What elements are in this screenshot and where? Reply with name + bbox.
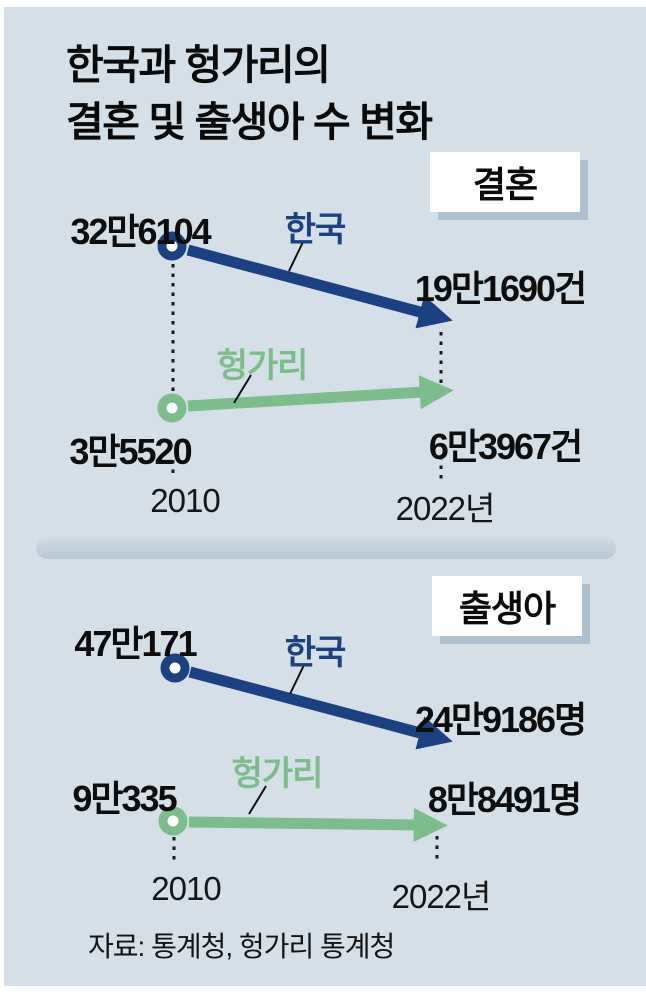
marriage-x-end-label: 2022년	[395, 490, 496, 527]
births-x-start-label: 2010	[151, 870, 221, 907]
hungary-births-2010-value: 9만335	[72, 778, 177, 819]
korea-births-leader-line	[289, 664, 305, 695]
hungary-marriage-leader-line	[233, 374, 252, 404]
korea-marriage-start-point	[157, 231, 187, 261]
section-divider	[36, 537, 616, 559]
korea-marriage-2010-value: 32만6104	[70, 211, 211, 252]
badge-marriage: 결혼	[430, 152, 580, 212]
hungary-marriage-2010-value: 3만5520	[69, 431, 192, 472]
hungary-marriage-2022-value: 6만3967건	[428, 426, 583, 467]
hungary-marriage-start-point	[157, 393, 187, 423]
chart-panel: 한국과 헝가리의 결혼 및 출생아 수 변화 결혼 32만6104 한국 19만…	[4, 7, 646, 986]
korea-births-arrow	[188, 666, 453, 750]
korea-series-label-births: 한국	[284, 634, 347, 672]
hungary-births-2022-value: 8만8491명	[427, 779, 582, 820]
korea-series-label-marriage: 한국	[284, 211, 347, 249]
chart-title-line1: 한국과 헝가리의	[66, 42, 331, 88]
korea-births-2010-value: 47만171	[74, 623, 197, 664]
korea-births-start-point	[160, 653, 190, 683]
hungary-births-arrow	[188, 807, 448, 842]
badge-births: 출생아	[432, 576, 582, 636]
korea-marriage-2022-value: 19만1690건	[414, 268, 587, 309]
hungary-births-leader-line	[248, 785, 267, 815]
births-x-end-label: 2022년	[391, 878, 492, 915]
chart-title-line2: 결혼 및 출생아 수 변화	[66, 98, 433, 145]
hungary-marriage-arrow	[187, 375, 454, 412]
hungary-births-start-point	[158, 806, 188, 836]
korea-births-2022-value: 24만9186명	[414, 699, 587, 740]
chart-title: 한국과 헝가리의 결혼 및 출생아 수 변화	[66, 37, 433, 150]
korea-marriage-leader-line	[288, 241, 304, 272]
korea-marriage-arrow	[186, 244, 453, 329]
hungary-series-label-births: 헝가리	[231, 755, 324, 793]
source-note: 자료: 통계청, 헝가리 통계청	[88, 931, 395, 962]
marriage-x-start-label: 2010	[150, 482, 220, 519]
hungary-series-label-marriage: 헝가리	[216, 347, 309, 385]
